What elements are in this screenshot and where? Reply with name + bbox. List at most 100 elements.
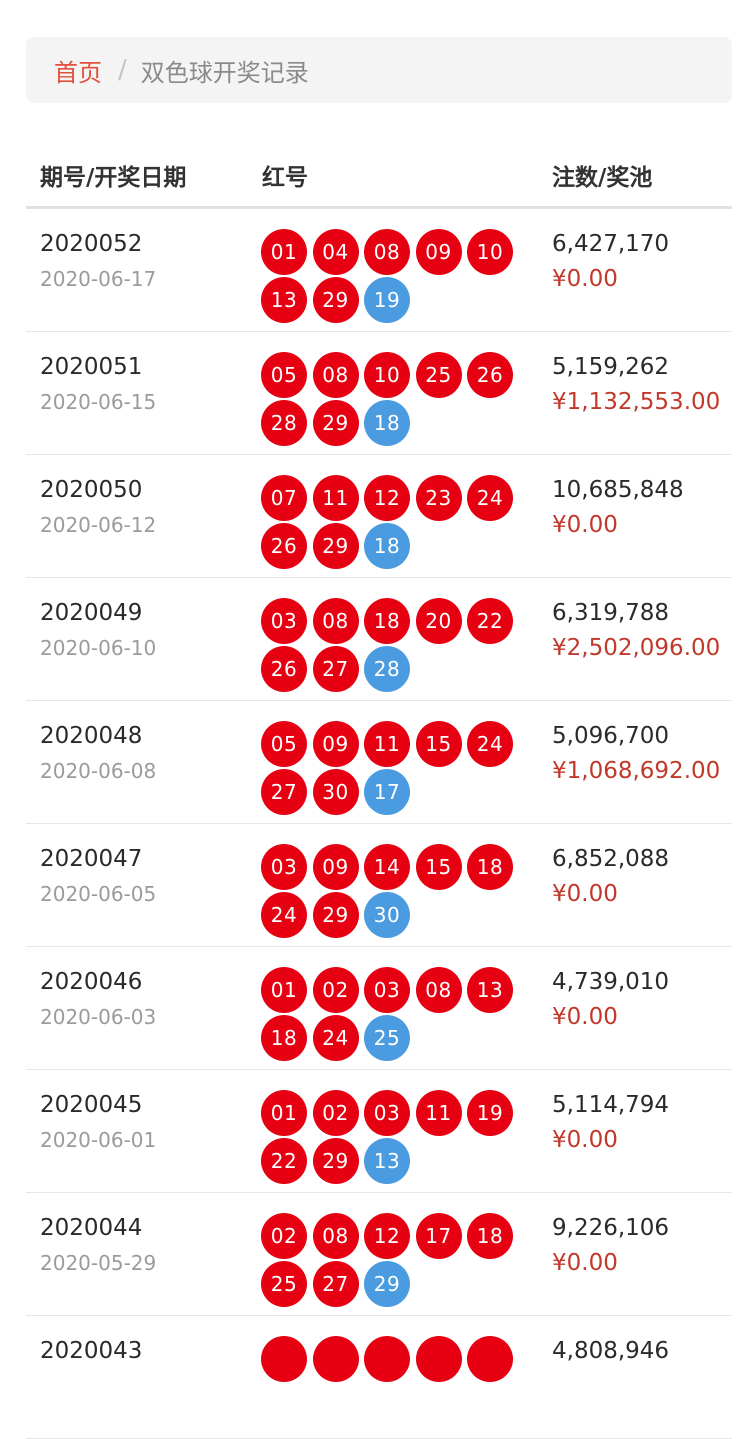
ball-numbers: 01 02 03 08 13 18 24 25 bbox=[261, 967, 531, 1061]
blue-ball: 30 bbox=[364, 891, 410, 938]
red-ball: 12 bbox=[364, 1213, 410, 1259]
red-ball: 08 bbox=[364, 229, 410, 275]
sales-cell: 6,319,788 ¥2,502,096.00 bbox=[552, 599, 720, 662]
red-ball: 05 bbox=[261, 721, 307, 767]
issue-number: 2020048 bbox=[40, 723, 143, 749]
ball-numbers: 05 09 11 15 24 27 30 17 bbox=[261, 721, 531, 815]
blue-ball: 19 bbox=[364, 276, 410, 323]
red-ball: 11 bbox=[415, 1090, 462, 1136]
ball-numbers: 01 02 03 11 19 22 29 13 bbox=[261, 1090, 531, 1184]
issue-cell: 2020052 2020-06-17 bbox=[40, 230, 156, 291]
breadcrumb-separator: / bbox=[118, 55, 127, 85]
red-ball: 08 bbox=[312, 1213, 359, 1259]
red-ball: 10 bbox=[364, 352, 410, 398]
issue-cell: 2020046 2020-06-03 bbox=[40, 968, 156, 1029]
red-ball: 15 bbox=[415, 721, 462, 767]
red-ball: 25 bbox=[415, 352, 462, 398]
red-ball: 27 bbox=[312, 1260, 359, 1307]
red-ball bbox=[467, 1336, 513, 1382]
ball-numbers bbox=[261, 1336, 531, 1382]
red-ball bbox=[261, 1336, 307, 1382]
draw-date: 2020-05-29 bbox=[40, 1251, 157, 1275]
red-ball: 24 bbox=[467, 475, 513, 521]
red-ball: 18 bbox=[467, 844, 513, 890]
issue-number: 2020046 bbox=[40, 969, 143, 995]
issue-cell: 2020047 2020-06-05 bbox=[40, 845, 156, 906]
blue-ball: 13 bbox=[364, 1137, 410, 1184]
table-row[interactable]: 2020046 2020-06-03 01 02 03 08 13 18 24 25 4,739,0… bbox=[26, 947, 732, 1070]
breadcrumb-current: 双色球开奖记录 bbox=[140, 58, 309, 87]
issue-number: 2020052 bbox=[40, 231, 143, 257]
jackpot-pool: ¥0.00 bbox=[552, 1004, 618, 1030]
red-ball: 08 bbox=[312, 352, 359, 398]
red-ball: 27 bbox=[261, 768, 307, 815]
bet-count: 5,114,794 bbox=[552, 1092, 670, 1118]
table-row[interactable]: 2020047 2020-06-05 03 09 14 15 18 24 29 30 6,852,0… bbox=[26, 824, 732, 947]
red-ball: 29 bbox=[312, 1137, 359, 1184]
jackpot-pool: ¥0.00 bbox=[552, 881, 618, 907]
ball-numbers: 01 04 08 09 10 13 29 19 bbox=[261, 229, 531, 323]
issue-number: 2020043 bbox=[40, 1338, 143, 1364]
table-row[interactable]: 2020043 4,808,946 bbox=[26, 1316, 732, 1439]
table-row[interactable]: 2020051 2020-06-15 05 08 10 25 26 28 29 18 5,159,2… bbox=[26, 332, 732, 455]
ball-numbers: 03 09 14 15 18 24 29 30 bbox=[261, 844, 531, 938]
red-ball: 09 bbox=[312, 844, 359, 890]
bet-count: 4,739,010 bbox=[552, 969, 670, 995]
red-ball: 26 bbox=[261, 522, 307, 569]
bet-count: 5,159,262 bbox=[552, 354, 670, 380]
issue-number: 2020044 bbox=[40, 1215, 143, 1241]
bet-count: 9,226,106 bbox=[552, 1215, 670, 1241]
sales-cell: 5,159,262 ¥1,132,553.00 bbox=[552, 353, 720, 416]
issue-number: 2020047 bbox=[40, 846, 143, 872]
issue-cell: 2020043 bbox=[40, 1337, 142, 1374]
red-ball: 13 bbox=[261, 276, 307, 323]
red-ball: 09 bbox=[415, 229, 462, 275]
issue-cell: 2020050 2020-06-12 bbox=[40, 476, 156, 537]
draw-date: 2020-06-10 bbox=[40, 636, 157, 660]
issue-number: 2020045 bbox=[40, 1092, 143, 1118]
red-ball: 14 bbox=[364, 844, 410, 890]
red-ball: 12 bbox=[364, 475, 410, 521]
table-row[interactable]: 2020048 2020-06-08 05 09 11 15 24 27 30 17 5,096,7… bbox=[26, 701, 732, 824]
red-ball: 22 bbox=[467, 598, 513, 644]
red-ball: 07 bbox=[261, 475, 307, 521]
red-ball: 01 bbox=[261, 967, 307, 1013]
jackpot-pool: ¥0.00 bbox=[552, 1250, 618, 1276]
draw-date: 2020-06-17 bbox=[40, 267, 157, 291]
draw-date: 2020-06-03 bbox=[40, 1005, 157, 1029]
sales-cell: 9,226,106 ¥0.00 bbox=[552, 1214, 669, 1277]
table-row[interactable]: 2020052 2020-06-17 01 04 08 09 10 13 29 19 6,427,1… bbox=[26, 209, 732, 332]
table-row[interactable]: 2020050 2020-06-12 07 11 12 23 24 26 29 18 10,685,… bbox=[26, 455, 732, 578]
blue-ball: 28 bbox=[364, 645, 410, 692]
blue-ball: 29 bbox=[364, 1260, 410, 1307]
red-ball: 10 bbox=[467, 229, 513, 275]
red-ball: 03 bbox=[261, 844, 307, 890]
table-row[interactable]: 2020044 2020-05-29 02 08 12 17 18 25 27 29 9,226,1… bbox=[26, 1193, 732, 1316]
breadcrumb-home-link[interactable]: 首页 bbox=[54, 58, 102, 87]
breadcrumb: 首页 / 双色球开奖记录 bbox=[26, 37, 732, 103]
red-ball: 27 bbox=[312, 645, 359, 692]
blue-ball: 17 bbox=[364, 768, 410, 815]
issue-cell: 2020049 2020-06-10 bbox=[40, 599, 156, 660]
jackpot-pool: ¥1,068,692.00 bbox=[552, 758, 721, 784]
jackpot-pool: ¥0.00 bbox=[552, 266, 618, 292]
red-ball: 08 bbox=[415, 967, 462, 1013]
header-red-numbers: 红号 bbox=[262, 165, 308, 191]
red-ball: 01 bbox=[261, 229, 307, 275]
issue-cell: 2020045 2020-06-01 bbox=[40, 1091, 156, 1152]
ball-numbers: 02 08 12 17 18 25 27 29 bbox=[261, 1213, 531, 1307]
red-ball: 29 bbox=[312, 276, 359, 323]
bet-count: 6,427,170 bbox=[552, 231, 670, 257]
red-ball: 29 bbox=[312, 891, 359, 938]
draw-date: 2020-06-01 bbox=[40, 1128, 157, 1152]
header-issue-date: 期号/开奖日期 bbox=[40, 165, 187, 191]
table-row[interactable]: 2020049 2020-06-10 03 08 18 20 22 26 27 28 6,319,7… bbox=[26, 578, 732, 701]
sales-cell: 4,808,946 bbox=[552, 1337, 669, 1372]
red-ball: 18 bbox=[467, 1213, 513, 1259]
ball-numbers: 03 08 18 20 22 26 27 28 bbox=[261, 598, 531, 692]
red-ball: 22 bbox=[261, 1137, 307, 1184]
red-ball: 23 bbox=[415, 475, 462, 521]
red-ball: 24 bbox=[467, 721, 513, 767]
table-row[interactable]: 2020045 2020-06-01 01 02 03 11 19 22 29 13 5,114,7… bbox=[26, 1070, 732, 1193]
red-ball: 30 bbox=[312, 768, 359, 815]
